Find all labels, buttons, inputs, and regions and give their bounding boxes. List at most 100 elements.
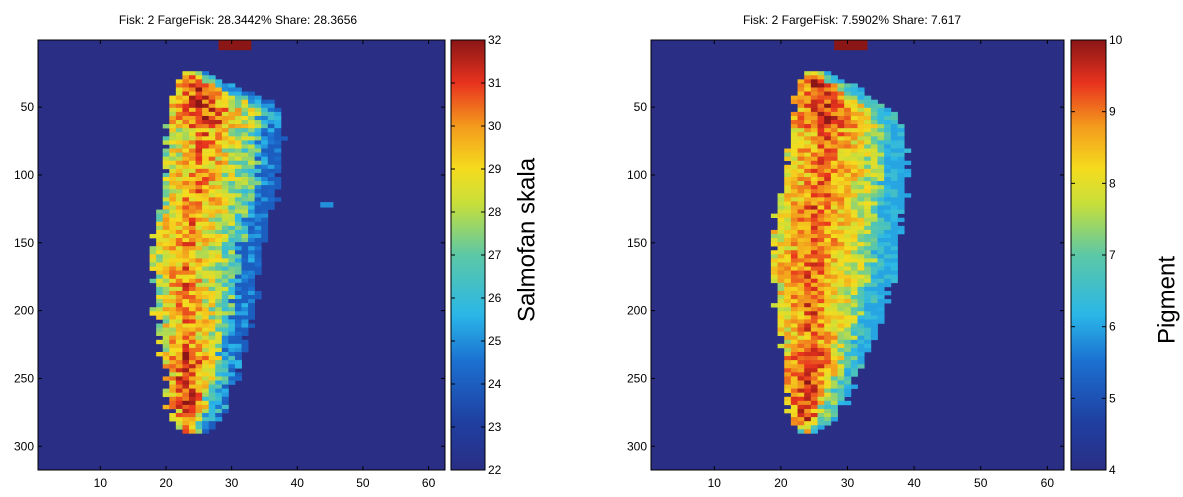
heatmap-cell — [890, 205, 898, 210]
heatmap-cell — [175, 327, 183, 332]
heatmap-cell — [790, 152, 798, 157]
heatmap-cell — [228, 148, 236, 153]
heatmap-cell — [784, 213, 792, 218]
heatmap-cell — [188, 335, 196, 341]
heatmap-cell — [195, 258, 203, 263]
heatmap-cell — [877, 152, 885, 157]
heatmap-cell — [877, 307, 885, 312]
heatmap-cell — [188, 160, 196, 166]
heatmap-cell — [188, 421, 196, 426]
heatmap-cell — [149, 246, 157, 251]
heatmap-cell — [208, 229, 216, 235]
heatmap-cell — [221, 144, 229, 149]
heatmap-cell — [864, 274, 872, 280]
heatmap-cell — [156, 295, 164, 300]
heatmap-cell — [837, 266, 845, 271]
heatmap-cell — [169, 307, 177, 312]
heatmap-cell — [202, 258, 210, 263]
heatmap-cell — [830, 315, 838, 320]
heatmap-cell — [169, 193, 177, 198]
heatmap-cell — [770, 242, 778, 247]
heatmap-cell — [156, 327, 164, 332]
heatmap-cell — [221, 400, 229, 406]
heatmap-cell — [169, 181, 177, 186]
heatmap-cell — [241, 99, 249, 105]
heatmap-cell — [228, 327, 236, 332]
heatmap-cell — [241, 295, 249, 300]
heatmap-cell — [208, 189, 216, 194]
heatmap-cell — [837, 156, 845, 162]
heatmap-cell — [208, 319, 216, 324]
heatmap-cell — [844, 331, 852, 337]
heatmap-cell — [837, 217, 845, 223]
heatmap-cell — [804, 87, 812, 92]
heatmap-cell — [824, 225, 832, 231]
heatmap-cell — [162, 197, 170, 202]
heatmap-cell — [804, 209, 812, 214]
heatmap-cell — [864, 307, 872, 312]
heatmap-cell — [857, 262, 865, 267]
heatmap-cell — [804, 425, 812, 430]
heatmap-cell — [215, 331, 223, 337]
heatmap-cell — [824, 103, 832, 109]
heatmap-cell — [241, 315, 249, 320]
heatmap-cell — [221, 404, 229, 410]
heatmap-cell — [241, 107, 249, 113]
heatmap-cell — [221, 225, 229, 231]
heatmap-cell — [824, 351, 832, 357]
heatmap-cell — [837, 372, 845, 377]
heatmap-cell — [221, 238, 229, 243]
heatmap-cell — [830, 140, 838, 145]
heatmap-cell — [784, 233, 792, 239]
heatmap-cell — [790, 185, 798, 190]
heatmap-cell — [234, 364, 242, 369]
heatmap-cell — [202, 87, 210, 92]
heatmap-cell — [890, 209, 898, 214]
heatmap-cell — [280, 136, 288, 141]
heatmap-cell — [248, 286, 256, 292]
heatmap-cell — [234, 351, 242, 357]
heatmap-cell — [810, 343, 818, 349]
heatmap-cell — [837, 274, 845, 280]
heatmap-cell — [817, 156, 825, 162]
heatmap-cell — [870, 278, 878, 284]
heatmap-cell — [162, 185, 170, 190]
heatmap-cell — [208, 197, 216, 202]
heatmap-cell — [215, 168, 223, 174]
heatmap-cell — [208, 177, 216, 182]
heatmap-cell — [234, 189, 242, 194]
heatmap-cell — [810, 262, 818, 267]
heatmap-cell — [844, 144, 852, 149]
heatmap-cell — [221, 295, 229, 300]
heatmap-cell — [857, 299, 865, 304]
heatmap-cell — [221, 258, 229, 263]
heatmap-cell — [234, 360, 242, 365]
heatmap-cell — [790, 392, 798, 398]
heatmap-cell — [830, 91, 838, 96]
heatmap-cell — [182, 380, 190, 385]
heatmap-cell — [877, 156, 885, 162]
heatmap-cell — [790, 413, 798, 418]
heatmap-cell — [248, 164, 256, 170]
heatmap-cell — [234, 299, 242, 304]
heatmap-cell — [182, 404, 190, 410]
heatmap-cell — [864, 221, 872, 227]
heatmap-cell — [824, 303, 832, 308]
heatmap-cell — [188, 347, 196, 353]
heatmap-cell — [890, 115, 898, 121]
heatmap-cell — [188, 258, 196, 263]
heatmap-cell — [208, 372, 216, 377]
heatmap-cell — [777, 274, 785, 280]
heatmap-cell — [817, 132, 825, 137]
heatmap-cell — [254, 95, 262, 100]
heatmap-cell — [169, 246, 177, 251]
heatmap-cell — [890, 270, 898, 275]
heatmap-cell — [790, 144, 798, 149]
heatmap-cell — [162, 140, 170, 145]
heatmap-cell — [241, 168, 249, 174]
heatmap-cell — [234, 172, 242, 178]
heatmap-cell — [877, 120, 885, 125]
heatmap-cell — [202, 217, 210, 223]
heatmap-cell — [864, 205, 872, 210]
